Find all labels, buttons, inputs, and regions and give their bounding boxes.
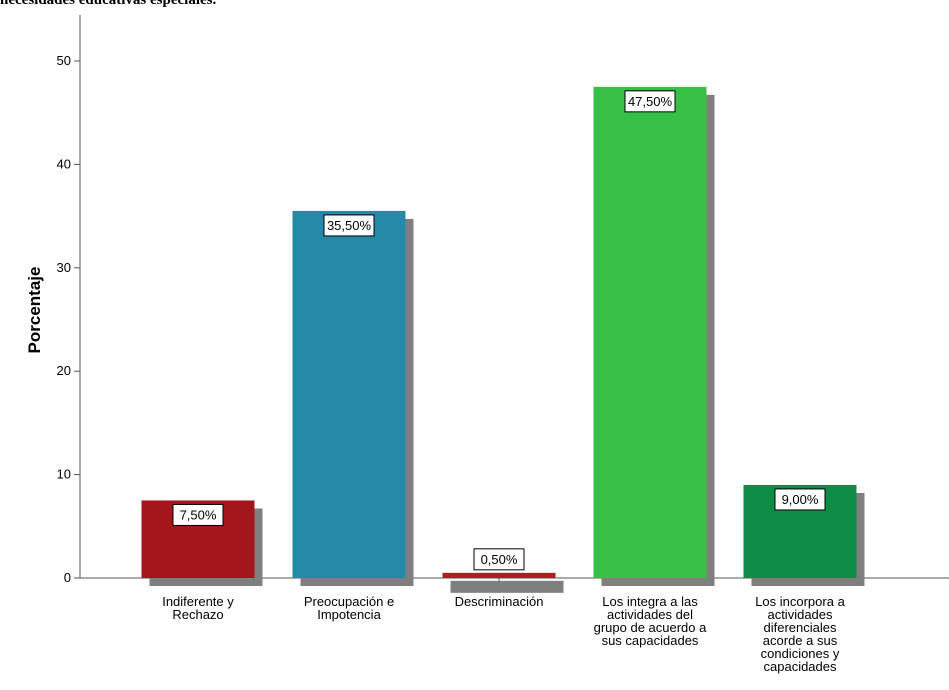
x-category-label: Preocupación e Impotencia <box>303 594 395 622</box>
bar-shadow <box>450 580 564 593</box>
y-tick-label: 50 <box>57 53 71 68</box>
data-label: 9,00% <box>774 488 826 511</box>
data-label-text: 0,50% <box>481 552 518 567</box>
bar <box>442 572 556 578</box>
y-tick-label: 30 <box>57 260 71 275</box>
data-label-text: 9,00% <box>782 492 819 507</box>
y-tick-label: 10 <box>57 467 71 482</box>
bar <box>593 86 707 578</box>
data-label: 0,50% <box>473 548 525 571</box>
data-label-box <box>624 90 676 113</box>
data-label-box <box>172 503 224 526</box>
data-label-text: 35,50% <box>327 218 372 233</box>
bars: 7,50% 35,50% 0,50% 47,50% 9,00% <box>141 86 865 593</box>
x-category-label: Los incorpora a actividades diferenciale… <box>755 594 845 674</box>
data-label-box <box>473 548 525 571</box>
chart-title: necesidades educativas especiales. <box>0 0 217 8</box>
y-tick-label: 20 <box>57 363 71 378</box>
y-axis-label: Porcentaje <box>25 267 44 354</box>
x-category-label: Descriminación <box>454 594 544 609</box>
data-label: 7,50% <box>172 503 224 526</box>
data-label: 35,50% <box>323 214 375 237</box>
y-tick-label: 0 <box>64 570 71 585</box>
bar <box>292 210 406 578</box>
x-category-label: Los integra a las actividades del grupo … <box>593 594 707 648</box>
data-label-box <box>774 488 826 511</box>
data-label-text: 7,50% <box>180 507 217 522</box>
data-label: 47,50% <box>624 90 676 113</box>
y-tick-label: 40 <box>57 156 71 171</box>
x-category-label: Indiferente y Rechazo <box>162 594 234 622</box>
data-label-box <box>323 214 375 237</box>
data-label-text: 47,50% <box>628 94 673 109</box>
